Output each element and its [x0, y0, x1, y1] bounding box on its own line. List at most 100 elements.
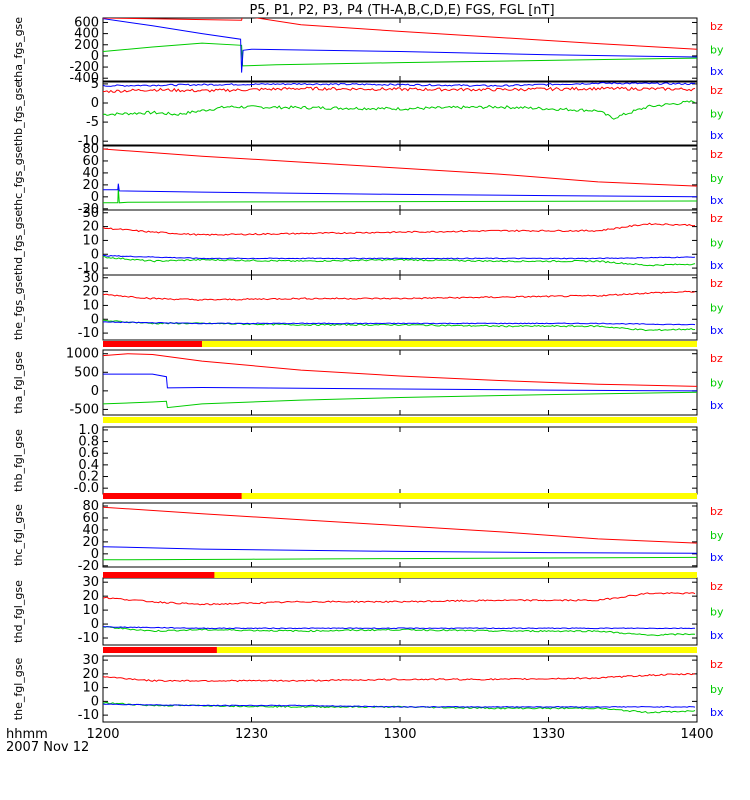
status-bar: [103, 572, 697, 578]
y-tick-label: 10: [82, 233, 99, 248]
legend-bx: bx: [710, 129, 724, 142]
status-bar-yellow: [103, 493, 697, 499]
legend-by: by: [710, 172, 724, 185]
y-tick-label: 1.0: [78, 423, 99, 438]
series-bz: [103, 290, 696, 302]
y-tick-label: 10: [82, 681, 99, 696]
legend-by: by: [710, 237, 724, 250]
status-bar-yellow: [103, 417, 697, 423]
y-tick-label: 20: [82, 178, 99, 193]
series-bx: [103, 626, 696, 630]
series-by: [103, 391, 697, 409]
y-axis-label: thd_fgl_gse: [12, 580, 25, 643]
series-bz: [103, 86, 696, 94]
series-by: [103, 187, 697, 204]
y-tick-label: 40: [82, 166, 99, 181]
y-tick-label: 0.4: [78, 458, 99, 473]
y-tick-label: 30: [82, 271, 99, 286]
series-bz: [103, 148, 697, 187]
y-tick-label: 0.2: [78, 470, 99, 485]
x-tick-label: 1300: [383, 727, 416, 742]
legend-bz: bz: [710, 580, 723, 593]
y-axis-label: tha_fgl_gse: [12, 351, 25, 414]
y-tick-label: -200: [69, 60, 99, 75]
status-bar: [103, 647, 697, 653]
y-tick-label: -0.0: [74, 481, 99, 496]
y-tick-label: 20: [82, 285, 99, 300]
legend-bx: bx: [710, 65, 724, 78]
y-axis-label: thb_fgs_gse: [12, 81, 25, 147]
y-tick-label: 0: [91, 49, 99, 64]
panel-frame: [102, 209, 698, 276]
y-tick-label: 40: [82, 523, 99, 538]
legend-bz: bz: [710, 20, 723, 33]
legend-bx: bx: [710, 629, 724, 642]
series-bx: [103, 18, 697, 73]
y-tick-label: -20: [78, 559, 99, 574]
y-tick-label: 0: [91, 96, 99, 111]
y-tick-label: 1000: [66, 347, 99, 362]
status-bar-red: [103, 647, 217, 653]
series-bx: [103, 321, 696, 326]
y-tick-label: 0.6: [78, 446, 99, 461]
y-axis-label: the_fgl_gse: [12, 658, 25, 721]
series-by: [103, 319, 696, 332]
y-tick-label: 30: [82, 653, 99, 668]
legend-bz: bz: [710, 84, 723, 97]
panel-thb_fgs_gse: thb_fgs_gse -10 -5 0 5 bz by bx: [12, 77, 724, 149]
status-bar-red: [103, 341, 202, 347]
status-bar-yellow: [103, 647, 697, 653]
y-tick-label: 60: [82, 154, 99, 169]
panel-frame: [102, 17, 698, 82]
y-tick-label: 20: [82, 667, 99, 682]
legend-bz: bz: [710, 658, 723, 671]
series-by: [103, 255, 696, 267]
legend-bz: bz: [710, 352, 723, 365]
panel-frame: [102, 426, 698, 495]
series-by: [103, 556, 697, 561]
series-bx: [103, 373, 697, 392]
series-bz: [103, 672, 696, 683]
legend-bx: bx: [710, 551, 724, 564]
plot-title: P5, P1, P2, P3, P4 (TH-A,B,C,D,E) FGS, F…: [249, 3, 554, 18]
y-tick-label: 30: [82, 575, 99, 590]
x-tick-label: 1200: [86, 727, 119, 742]
series-bz: [103, 222, 696, 236]
y-tick-label: -5: [86, 115, 99, 130]
y-axis-label: thc_fgs_gse: [12, 146, 25, 211]
legend-bz: bz: [710, 148, 723, 161]
status-bar-yellow: [103, 341, 697, 347]
y-tick-label: 0: [91, 547, 99, 562]
y-tick-label: 0: [91, 312, 99, 327]
status-bar: [103, 417, 697, 423]
legend-bx: bx: [710, 399, 724, 412]
y-axis-label: the_fgs_gse: [12, 275, 25, 340]
y-tick-label: -400: [69, 71, 99, 86]
series-bx: [103, 183, 697, 198]
y-tick-label: 500: [74, 365, 99, 380]
legend-bz: bz: [710, 277, 723, 290]
legend-bx: bx: [710, 324, 724, 337]
y-axis-label: thc_fgl_gse: [12, 504, 25, 566]
y-tick-label: 80: [82, 142, 99, 157]
series-by: [103, 42, 697, 67]
y-tick-label: -500: [69, 402, 99, 417]
series-bx: [103, 82, 695, 87]
y-tick-label: 30: [82, 206, 99, 221]
y-tick-label: -10: [78, 631, 99, 646]
y-tick-label: 10: [82, 298, 99, 313]
y-tick-label: 80: [82, 499, 99, 514]
x-tick-label: 1230: [235, 727, 268, 742]
y-axis-label: thd_fgs_gse: [12, 210, 25, 276]
y-tick-label: -10: [78, 134, 99, 149]
series-by: [103, 701, 696, 714]
series-bz: [103, 18, 697, 50]
legend-bx: bx: [710, 259, 724, 272]
series-bx: [103, 546, 697, 554]
x-tick-label: 1400: [680, 727, 713, 742]
